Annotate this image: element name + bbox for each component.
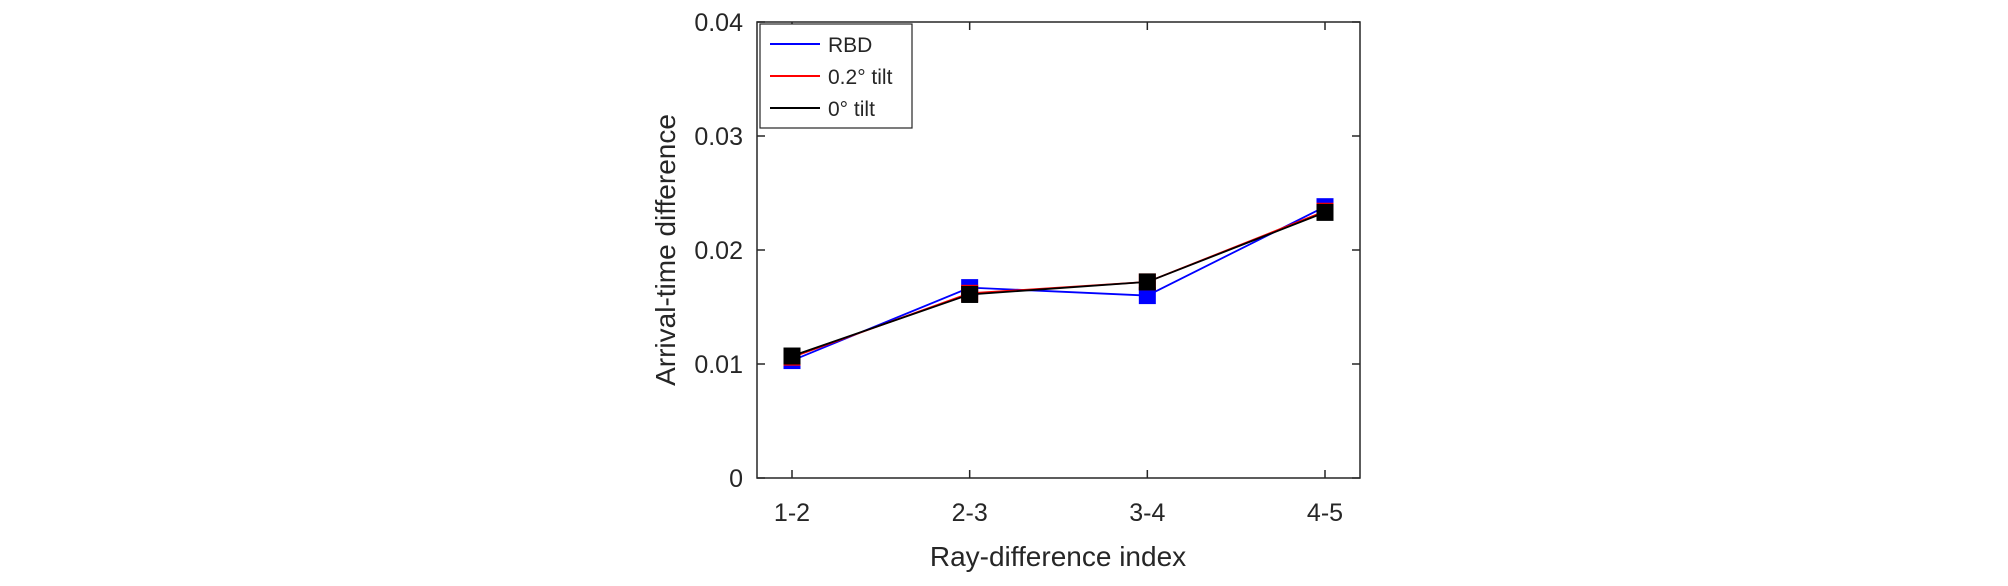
- x-tick-label: 3-4: [1129, 499, 1165, 527]
- x-axis-label: Ray-difference index: [930, 541, 1186, 572]
- legend-entry: RBD: [770, 34, 872, 57]
- axis-ticks: 0 0.01 0.02 0.03 0.04 1-2 2-3 3-4 4-5: [694, 9, 1360, 527]
- legend-entry: 0° tilt: [770, 98, 875, 121]
- series-line: [791, 211, 1326, 357]
- series-2: [783, 203, 1334, 365]
- x-tick-label: 4-5: [1307, 499, 1343, 527]
- legend-label: RBD: [828, 34, 872, 57]
- legend-label: 0.2° tilt: [828, 66, 893, 89]
- y-tick-label: 0.03: [694, 123, 743, 151]
- x-tick-label: 2-3: [952, 499, 988, 527]
- legend: RBD 0.2° tilt 0° tilt: [759, 23, 913, 129]
- legend-entry: 0.2° tilt: [770, 66, 893, 89]
- y-axis-label: Arrival-time difference: [650, 114, 681, 386]
- series-line: [791, 205, 1326, 362]
- data-point: [783, 347, 801, 365]
- series-layer: [783, 198, 1334, 370]
- data-point: [1138, 273, 1156, 291]
- x-tick-label: 1-2: [774, 499, 810, 527]
- legend-label: 0° tilt: [828, 98, 875, 121]
- data-point: [1316, 203, 1334, 221]
- data-point: [961, 285, 979, 303]
- y-tick-label: 0.04: [694, 9, 743, 37]
- y-tick-label: 0.02: [694, 237, 743, 265]
- y-tick-label: 0: [729, 465, 743, 493]
- y-tick-label: 0.01: [694, 351, 743, 379]
